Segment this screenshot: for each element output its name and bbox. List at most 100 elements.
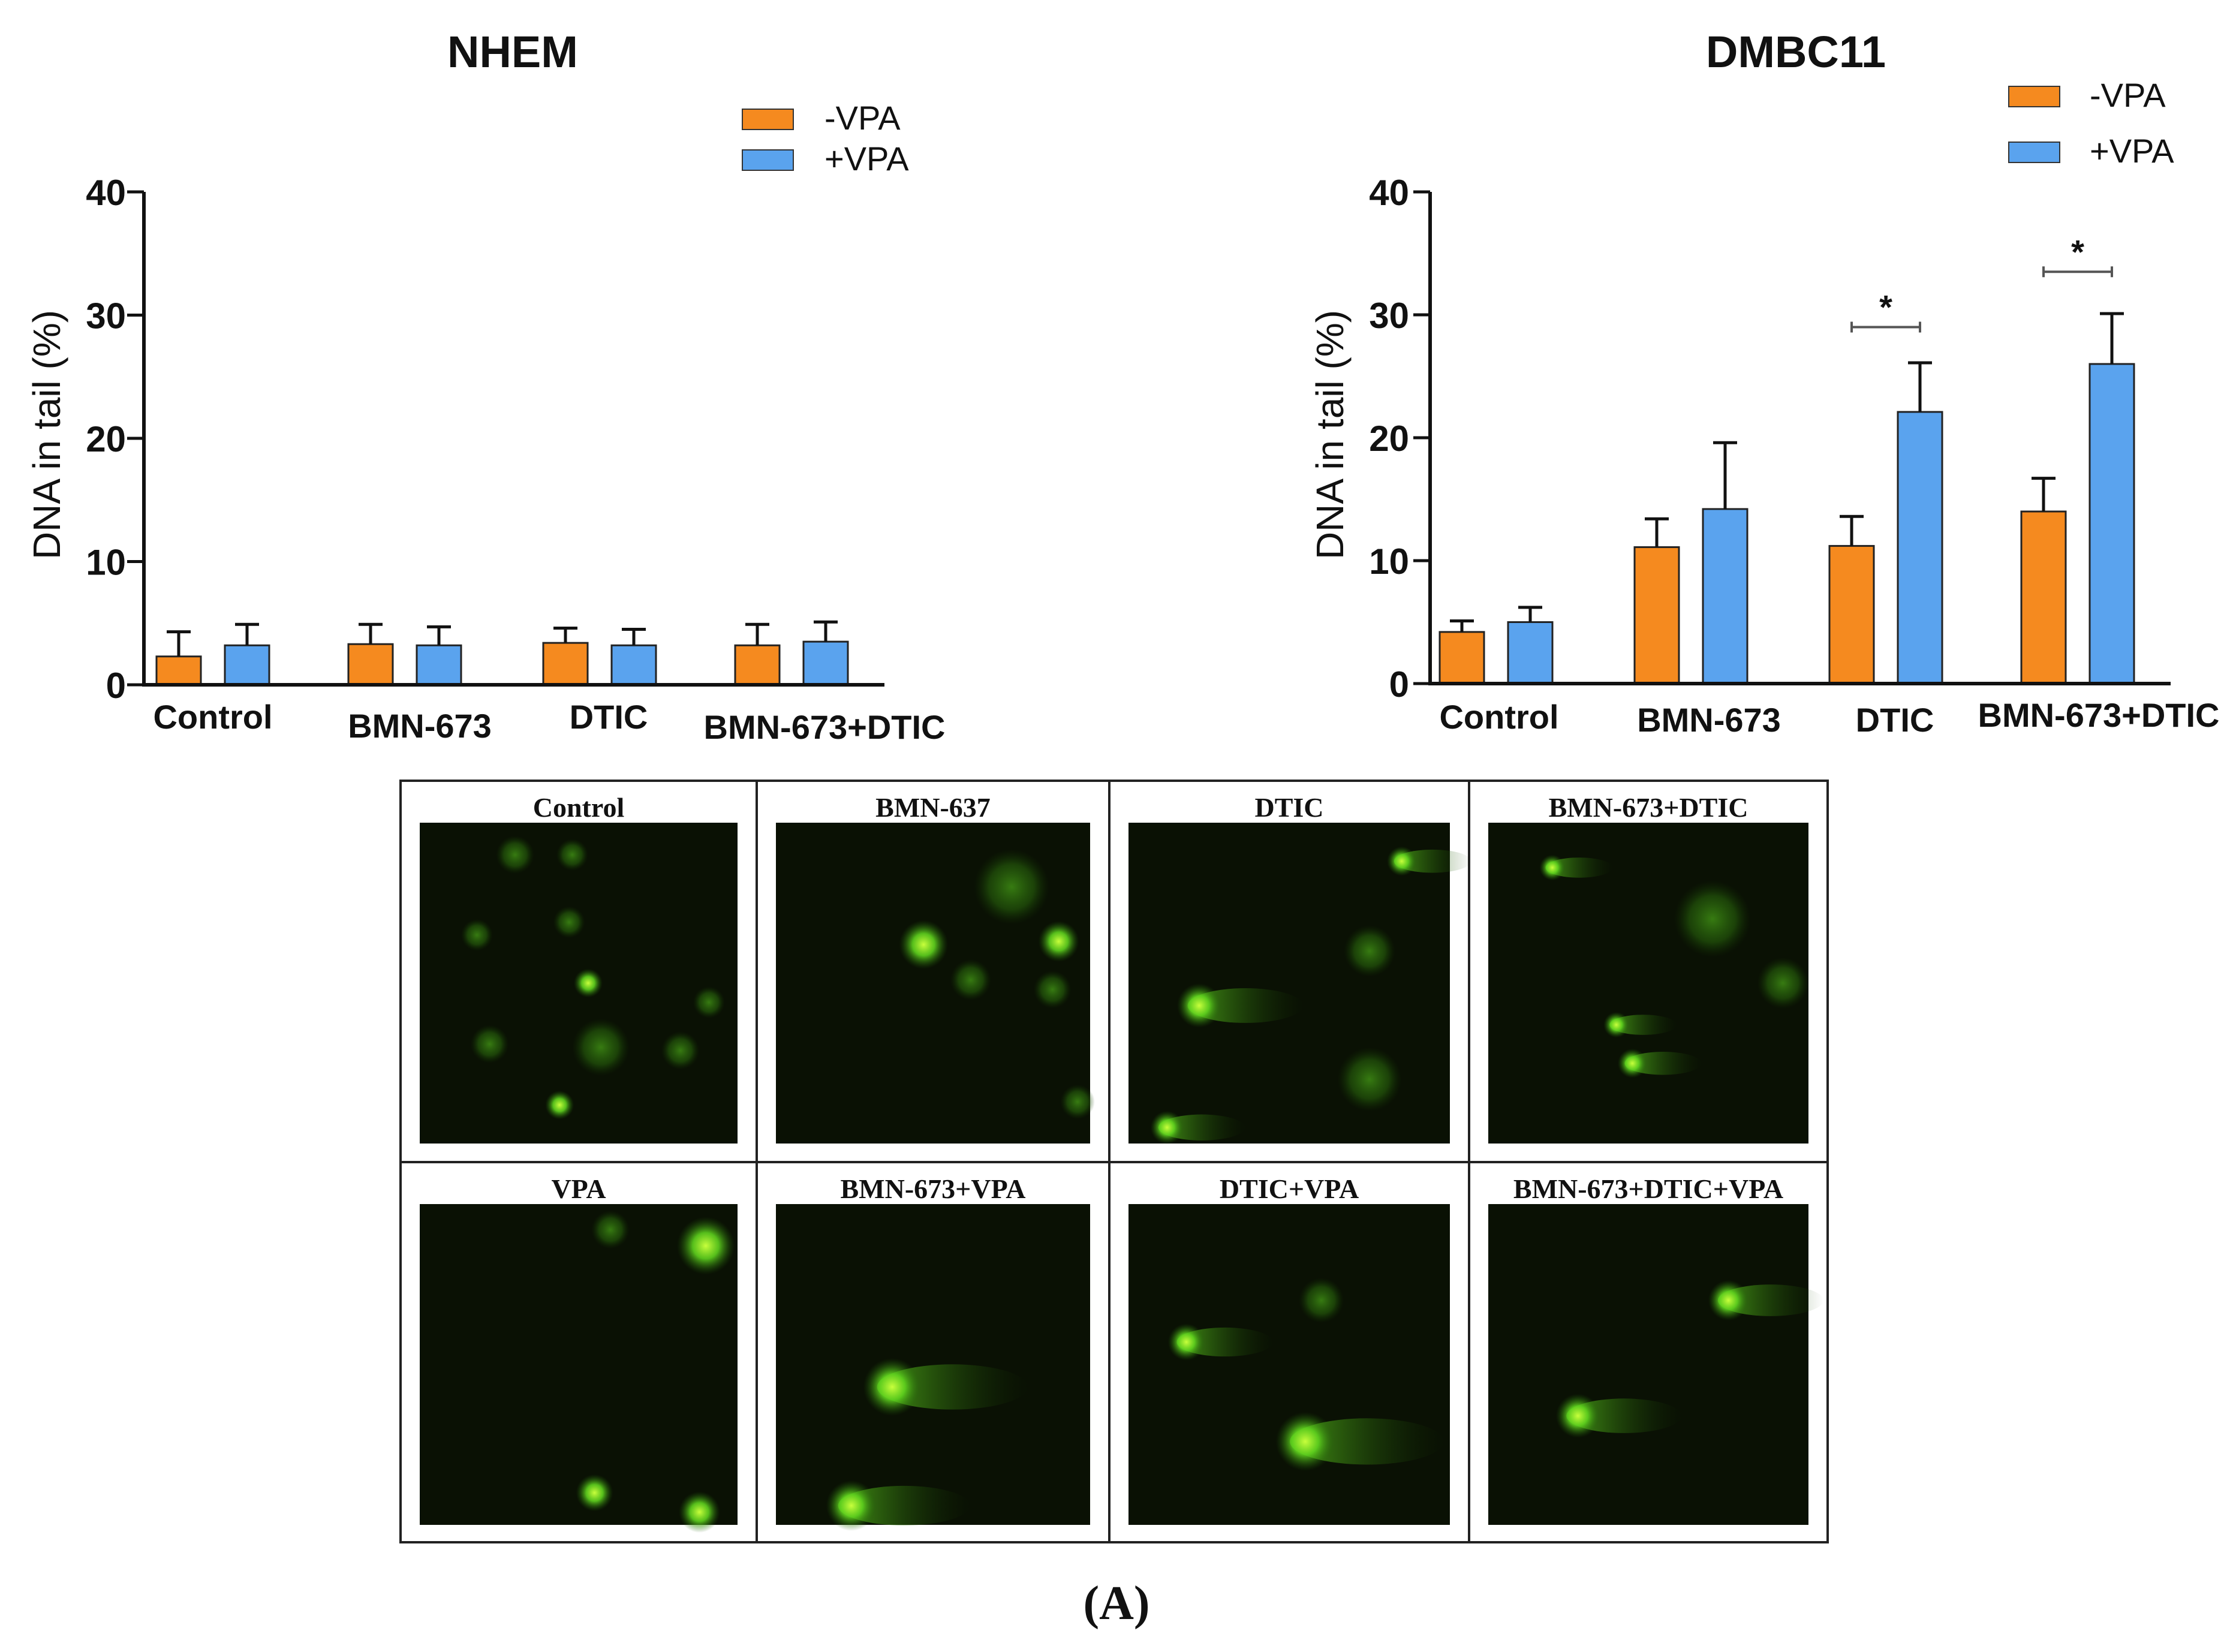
nucleus-halo (556, 839, 588, 871)
legend-swatch (2008, 86, 2060, 107)
x-tick-label: Control (153, 698, 272, 736)
comet-head (1275, 1412, 1335, 1472)
micrograph-background (776, 1204, 1090, 1525)
legend-swatch (2008, 142, 2060, 163)
nucleus (899, 920, 949, 970)
micrograph-image (776, 823, 1095, 1144)
legend-swatch (742, 149, 794, 171)
comet-head (826, 1480, 877, 1531)
y-tick-label: 20 (1369, 419, 1409, 459)
nucleus (1038, 920, 1079, 962)
comet-head (1176, 983, 1221, 1028)
comet-head (1539, 854, 1566, 881)
micrograph-image (1488, 1204, 1824, 1525)
nucleus-halo (693, 986, 725, 1019)
x-tick-label: BMN-673+DTIC (1978, 696, 2220, 734)
bar-dtic-minus-vpa (542, 642, 589, 686)
bar-control-plus-vpa (1507, 621, 1554, 685)
y-tick-label: 10 (1369, 541, 1409, 582)
nucleus-halo (950, 959, 991, 1001)
bar-bmn-673-dtic-plus-vpa (2088, 363, 2135, 685)
legend-label: +VPA (824, 140, 909, 177)
bar-bmn-673-dtic-plus-vpa (802, 640, 849, 686)
comet-head (1386, 846, 1417, 876)
nucleus-halo (572, 1018, 630, 1076)
nucleus (545, 1090, 574, 1120)
chart-title: NHEM (447, 27, 578, 77)
nucleus-halo (496, 835, 534, 874)
x-tick-label: DTIC (1856, 701, 1934, 739)
legend-label: -VPA (2090, 76, 2166, 114)
bar-bmn-673-plus-vpa (1702, 508, 1749, 685)
y-tick-label: 30 (86, 296, 126, 336)
micrograph-label: BMN-673+DTIC (1549, 792, 1749, 823)
comet-head (1150, 1111, 1184, 1144)
nucleus-halo (661, 1031, 700, 1070)
bar-control-minus-vpa (155, 655, 202, 686)
chart-title: DMBC11 (1706, 27, 1886, 77)
micrograph-label: VPA (551, 1173, 606, 1204)
comet-head (863, 1358, 922, 1416)
legend-label: +VPA (2090, 132, 2174, 170)
bar-bmn-673-plus-vpa (416, 644, 462, 686)
legend-swatch (742, 109, 794, 130)
comet-head (1555, 1394, 1600, 1438)
micrograph-label: DTIC (1254, 792, 1323, 823)
nucleus-halo (1060, 1084, 1095, 1120)
micrograph-label: DTIC+VPA (1220, 1173, 1359, 1204)
bar-bmn-673-dtic-minus-vpa (2020, 510, 2067, 685)
y-axis-label: DNA in tail (%) (1308, 310, 1352, 559)
nucleus-halo (461, 919, 493, 951)
y-tick-label: 0 (106, 666, 126, 706)
bar-bmn-673-minus-vpa (347, 643, 394, 686)
bar-bmn-673-dtic-minus-vpa (734, 644, 781, 686)
y-tick-label: 40 (86, 173, 126, 213)
micrograph-image (1488, 823, 1808, 1144)
nucleus (678, 1491, 720, 1533)
significance-label: * (1879, 288, 1892, 326)
y-tick-label: 10 (86, 543, 126, 583)
y-axis-label: DNA in tail (%) (25, 310, 68, 559)
comet-head (1603, 1012, 1630, 1038)
comet-head (1617, 1048, 1647, 1078)
nucleus-halo (1757, 957, 1808, 1009)
y-tick-label: 0 (1389, 664, 1409, 705)
bar-control-minus-vpa (1438, 631, 1485, 685)
panel-label: (A) (1083, 1577, 1149, 1630)
y-tick-label: 20 (86, 419, 126, 459)
nucleus (573, 968, 603, 998)
x-tick-label: BMN-673 (1637, 701, 1781, 739)
micrograph-image (1128, 823, 1471, 1144)
bar-control-plus-vpa (224, 644, 270, 686)
nucleus-halo (1674, 880, 1751, 958)
micrograph-label: Control (533, 792, 625, 823)
micrograph-background (1488, 1204, 1808, 1525)
chart-dmbc11: DMBC11 DNA in tail (%) 0 10 20 30 40 Control… (1308, 27, 2219, 739)
chart-nhem: NHEM DNA in tail (%) 0 10 20 30 40 Control BM… (25, 27, 945, 746)
micrograph-label: BMN-673+DTIC+VPA (1513, 1173, 1783, 1204)
legend-label: -VPA (824, 99, 901, 137)
micrograph-background (1128, 1204, 1450, 1525)
x-tick-label: DTIC (570, 698, 648, 736)
x-tick-label: BMN-673+DTIC (704, 708, 946, 746)
micrograph-label: BMN-673+VPA (841, 1173, 1026, 1204)
nucleus-halo (974, 849, 1049, 925)
micrograph-image (1128, 1204, 1450, 1525)
micrograph-background (1488, 823, 1808, 1144)
nucleus-halo (1033, 970, 1072, 1009)
bar-bmn-673-minus-vpa (1633, 546, 1680, 685)
nucleus-halo (470, 1025, 509, 1063)
y-tick-label: 40 (1369, 173, 1409, 213)
comet-assay-micrographs: Control BMN-637 DTIC BMN-673+DTIC VPA BMN-673… (399, 780, 1829, 1543)
y-tick-label: 30 (1369, 296, 1409, 336)
micrograph-image (776, 1204, 1090, 1531)
micrograph-image (420, 1204, 738, 1533)
comet-head (1708, 1280, 1749, 1321)
nucleus-halo (1337, 1047, 1402, 1112)
nucleus-halo (553, 906, 585, 938)
bar-dtic-plus-vpa (1897, 411, 1943, 685)
micrograph-label: BMN-637 (875, 792, 991, 823)
micrograph-image (420, 823, 738, 1144)
nucleus-halo (1344, 925, 1395, 977)
